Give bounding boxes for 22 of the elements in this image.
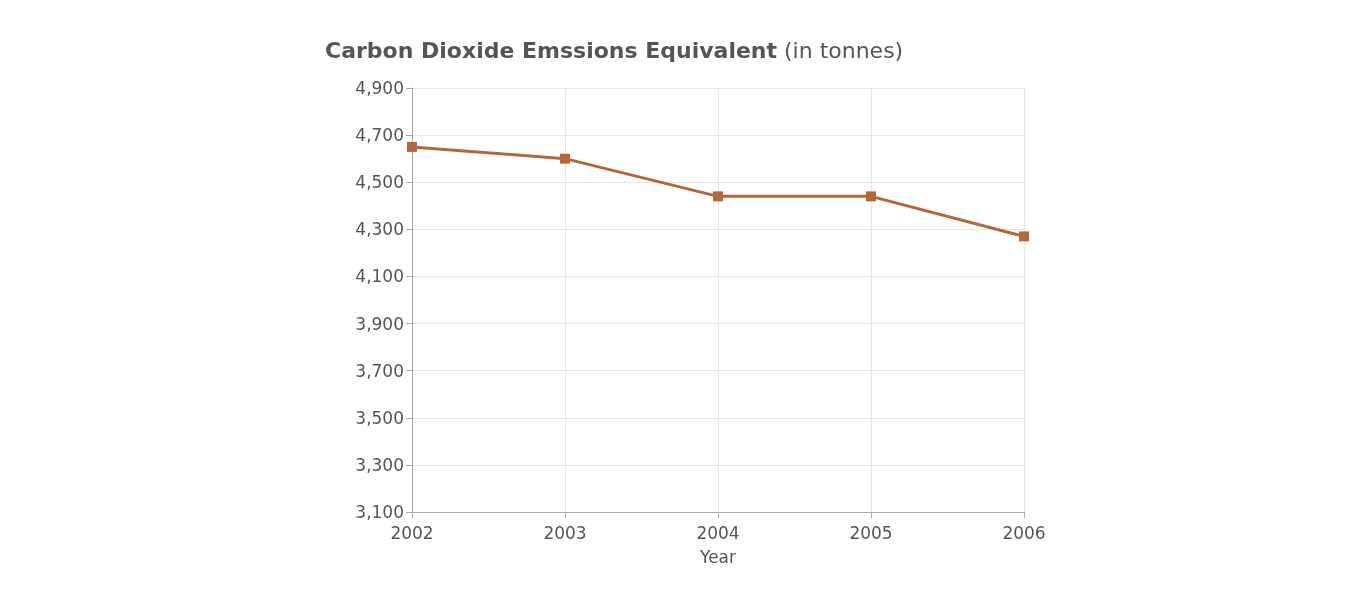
y-tick-label: 4,500 xyxy=(355,172,404,193)
y-tick-label: 4,300 xyxy=(355,219,404,240)
y-tick-label: 3,700 xyxy=(355,360,404,381)
x-tick-label: 2003 xyxy=(543,522,587,543)
x-tick-label: 2006 xyxy=(1002,522,1046,543)
y-tick-label: 3,500 xyxy=(355,407,404,428)
x-tick-label: 2005 xyxy=(849,522,893,543)
y-tick-label: 4,100 xyxy=(355,266,404,287)
point xyxy=(1019,231,1029,242)
y-tick-label: 3,100 xyxy=(355,502,404,522)
x-axis-title: Year xyxy=(699,546,736,567)
y-tick-label: 4,700 xyxy=(355,125,404,146)
point xyxy=(407,141,417,152)
y-tick-label: 3,300 xyxy=(355,454,404,475)
y-tick-label: 3,900 xyxy=(355,313,404,334)
y-tick-label: 4,900 xyxy=(355,78,404,98)
point xyxy=(713,191,723,202)
point xyxy=(560,153,570,164)
point xyxy=(866,191,876,202)
chart-title: Carbon Dioxide Emssions Equivalent (in tonnes) xyxy=(325,37,904,63)
x-tick-label: 2004 xyxy=(696,522,740,543)
x-tick-label: 2002 xyxy=(390,522,434,543)
